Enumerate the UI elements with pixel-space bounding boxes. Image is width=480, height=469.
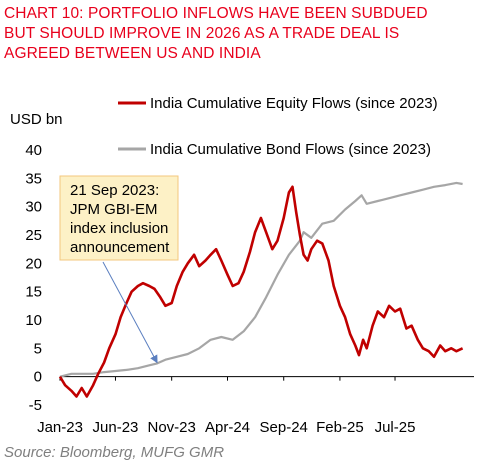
series-layer xyxy=(58,181,464,398)
y-tick-label: 25 xyxy=(25,227,42,244)
legend-label-bond: India Cumulative Bond Flows (since 2023) xyxy=(150,141,431,158)
annotation-line: JPM GBI-EM xyxy=(70,201,158,218)
line-chart: USD bn India Cumulative Equity Flows (si… xyxy=(10,95,474,436)
y-tick-label: 0 xyxy=(34,369,42,386)
annotation-line: announcement xyxy=(70,239,170,256)
y-axis: -5 0 5 10 15 20 25 30 35 40 xyxy=(25,142,42,414)
y-tick-label: 40 xyxy=(25,142,42,159)
chart-title: CHART 10: PORTFOLIO INFLOWS HAVE BEEN SU… xyxy=(4,4,478,64)
x-tick-label: Jan-23 xyxy=(37,419,83,436)
annotation-line: 21 Sep 2023: xyxy=(70,182,159,199)
y-tick-label: 10 xyxy=(25,312,42,329)
chart-title-line: CHART 10: PORTFOLIO INFLOWS HAVE BEEN SU… xyxy=(4,5,428,22)
y-tick-label: 35 xyxy=(25,170,42,187)
chart-title-line: BUT SHOULD IMPROVE IN 2026 AS A TRADE DE… xyxy=(4,25,400,42)
y-tick-label: -5 xyxy=(29,397,42,414)
legend: India Cumulative Equity Flows (since 202… xyxy=(118,95,438,158)
chart-title-line: AGREED BETWEEN US AND INDIA xyxy=(4,45,261,62)
annotation-arrow xyxy=(102,261,158,364)
y-axis-label: USD bn xyxy=(10,111,63,128)
annotation: 21 Sep 2023: JPM GBI-EM index inclusion … xyxy=(59,175,179,364)
y-tick-label: 15 xyxy=(25,284,42,301)
x-tick-label: Jul-25 xyxy=(375,419,416,436)
x-tick-label: Jun-23 xyxy=(93,419,139,436)
equity-flows-line xyxy=(58,185,464,398)
x-axis: Jan-23 Jun-23 Nov-23 Apr-24 Sep-24 Feb-25 Jul-… xyxy=(37,376,474,436)
x-tick-label: Sep-24 xyxy=(260,419,308,436)
source-note: Source: Bloomberg, MUFG GMR xyxy=(4,444,225,461)
x-tick-label: Feb-25 xyxy=(316,419,364,436)
y-tick-label: 5 xyxy=(34,340,42,357)
y-tick-label: 20 xyxy=(25,255,42,272)
annotation-box xyxy=(59,175,179,261)
legend-label-equity: India Cumulative Equity Flows (since 202… xyxy=(150,95,438,112)
bond-flows-line xyxy=(59,181,463,378)
x-tick-label: Nov-23 xyxy=(147,419,195,436)
y-tick-label: 30 xyxy=(25,199,42,216)
annotation-line: index inclusion xyxy=(70,220,168,237)
x-tick-label: Apr-24 xyxy=(205,419,250,436)
